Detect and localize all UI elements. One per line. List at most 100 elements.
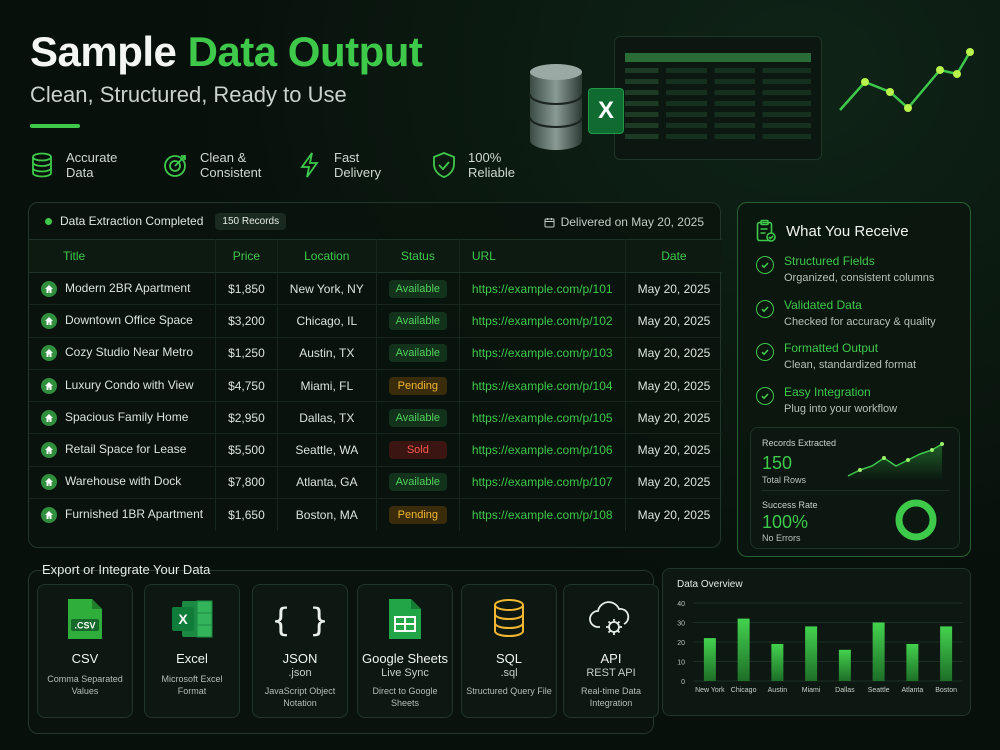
success-donut	[895, 499, 937, 541]
cell-location: Seattle, WA	[277, 433, 377, 467]
status-badge: Available	[388, 473, 447, 492]
cell-title: Cozy Studio Near Metro	[29, 337, 217, 370]
cell-price: $5,500	[215, 433, 278, 467]
cell-date: May 20, 2025	[625, 401, 723, 435]
table-header-row: Title Price Location Status URL Date	[29, 239, 723, 273]
cell-location: New York, NY	[277, 272, 377, 306]
home-icon	[41, 280, 57, 297]
status-badge: Available	[388, 279, 447, 298]
column-header-date[interactable]: Date	[625, 239, 723, 273]
status-badge: Pending	[388, 505, 447, 524]
url-link[interactable]: https://example.com/p/107	[471, 475, 613, 490]
home-icon	[41, 474, 57, 491]
url-link[interactable]: https://example.com/p/103	[471, 346, 613, 361]
feature-fast: Fast Delivery	[296, 150, 404, 180]
receive-item: Easy Integration Plug into your workflow	[756, 385, 897, 415]
cell-location: Boston, MA	[277, 498, 377, 531]
url-link[interactable]: https://example.com/p/106	[471, 443, 613, 458]
page-subtitle: Clean, Structured, Ready to Use	[30, 82, 347, 107]
feature-label: Clean & Consistent	[200, 150, 262, 180]
cell-title: Luxury Condo with View	[29, 369, 217, 403]
bar-seattle	[872, 622, 885, 681]
card-desc: Real-time Data Integration	[580, 686, 642, 708]
export-title: Export or Integrate Your Data	[42, 562, 211, 577]
table-panel-header: Data Extraction Completed 150 Records	[29, 203, 720, 239]
export-card-sql[interactable]: SQL .sql Structured Query File	[461, 584, 557, 718]
url-link[interactable]: https://example.com/p/102	[471, 313, 613, 328]
x-tick-label: Austin	[768, 687, 788, 694]
table-row[interactable]: Cozy Studio Near Metro $1,250 Austin, TX…	[29, 337, 723, 370]
cell-price: $7,800	[215, 466, 278, 500]
cell-price: $2,950	[215, 401, 278, 435]
feature-label: 100% Reliable	[468, 150, 515, 180]
column-header-location[interactable]: Location	[277, 239, 377, 273]
check-circle-icon	[756, 256, 774, 274]
bar-new-york	[703, 638, 716, 681]
card-sub: .json	[288, 667, 312, 679]
card-sub: .sql	[500, 667, 518, 679]
y-tick-label: 0	[681, 679, 685, 686]
table-row[interactable]: Warehouse with Dock $7,800 Atlanta, GA A…	[29, 466, 723, 500]
chart-title: Data Overview	[677, 579, 743, 590]
column-header-title[interactable]: Title	[29, 239, 217, 273]
column-header-status[interactable]: Status	[376, 239, 460, 273]
export-card-json[interactable]: { } JSON .json JavaScript Object Notatio…	[252, 584, 348, 718]
table-row[interactable]: Furnished 1BR Apartment $1,650 Boston, M…	[29, 498, 722, 531]
table-row[interactable]: Luxury Condo with View $4,750 Miami, FL …	[29, 369, 723, 403]
y-tick-label: 30	[677, 621, 685, 628]
cell-status: Available	[376, 304, 460, 338]
calendar-icon	[544, 217, 555, 227]
card-desc: Microsoft Excel Format	[161, 674, 223, 696]
column-header-price[interactable]: Price	[215, 239, 278, 273]
url-link[interactable]: https://example.com/p/108	[471, 507, 613, 522]
google-sheets-icon	[358, 597, 452, 639]
database-icon	[32, 152, 52, 178]
json-braces-icon: { }	[253, 597, 347, 639]
cell-title-text: Spacious Family Home	[65, 410, 189, 424]
cell-date: May 20, 2025	[625, 304, 723, 338]
export-card-api[interactable]: API REST API Real-time Data Integration	[563, 584, 659, 718]
y-tick-label: 40	[677, 601, 685, 608]
table-row[interactable]: Modern 2BR Apartment $1,850 New York, NY…	[29, 272, 723, 306]
cell-url: https://example.com/p/108	[459, 498, 626, 531]
card-name: API	[600, 651, 622, 666]
column-header-url[interactable]: URL	[459, 239, 626, 273]
export-card-excel[interactable]: X Excel Microsoft Excel Format	[144, 584, 240, 718]
records-sub: Total Rows	[762, 475, 807, 485]
url-link[interactable]: https://example.com/p/105	[471, 410, 613, 425]
y-tick-label: 20	[677, 640, 685, 647]
json-icon-text: { }	[275, 601, 325, 639]
cell-title-text: Cozy Studio Near Metro	[65, 345, 194, 360]
url-link[interactable]: https://example.com/p/104	[471, 378, 613, 393]
excel-icon: X	[145, 597, 239, 639]
cell-title-text: Warehouse with Dock	[65, 474, 182, 489]
x-tick-label: Atlanta	[901, 687, 923, 694]
cell-status: Sold	[376, 433, 460, 467]
receive-item: Structured Fields Organized, consistent …	[756, 254, 934, 284]
cell-status: Available	[376, 272, 460, 306]
records-badge: 150 Records	[215, 212, 287, 230]
url-link[interactable]: https://example.com/p/101	[471, 281, 613, 296]
export-card-csv[interactable]: .CSV CSV Comma Separated Values	[37, 584, 133, 718]
cell-price: $1,250	[215, 337, 278, 370]
feature-reliable: 100% Reliable	[430, 150, 538, 180]
success-label: Success Rate	[762, 500, 818, 510]
receive-item-desc: Checked for accuracy & quality	[784, 315, 936, 328]
cell-title: Warehouse with Dock	[29, 466, 217, 500]
status-dot	[45, 217, 52, 225]
x-tick-label: Chicago	[731, 687, 757, 694]
export-card-google-sheets[interactable]: Google Sheets Live Sync Direct to Google…	[357, 584, 453, 718]
table-row[interactable]: Retail Space for Lease $5,500 Seattle, W…	[29, 433, 723, 467]
table-row[interactable]: Spacious Family Home $2,950 Dallas, TX A…	[29, 401, 723, 435]
home-icon	[41, 409, 57, 426]
sql-database-icon	[462, 597, 556, 639]
status-badge: Available	[388, 408, 447, 427]
table-row[interactable]: Downtown Office Space $3,200 Chicago, IL…	[29, 304, 723, 338]
feature-label: Accurate Data	[66, 150, 118, 180]
cell-title: Spacious Family Home	[29, 401, 217, 435]
success-sub: No Errors	[762, 533, 801, 543]
feature-accurate: Accurate Data	[28, 150, 136, 180]
growth-chart-illustration	[839, 48, 974, 112]
cell-location: Austin, TX	[277, 337, 377, 370]
home-icon	[41, 345, 57, 362]
